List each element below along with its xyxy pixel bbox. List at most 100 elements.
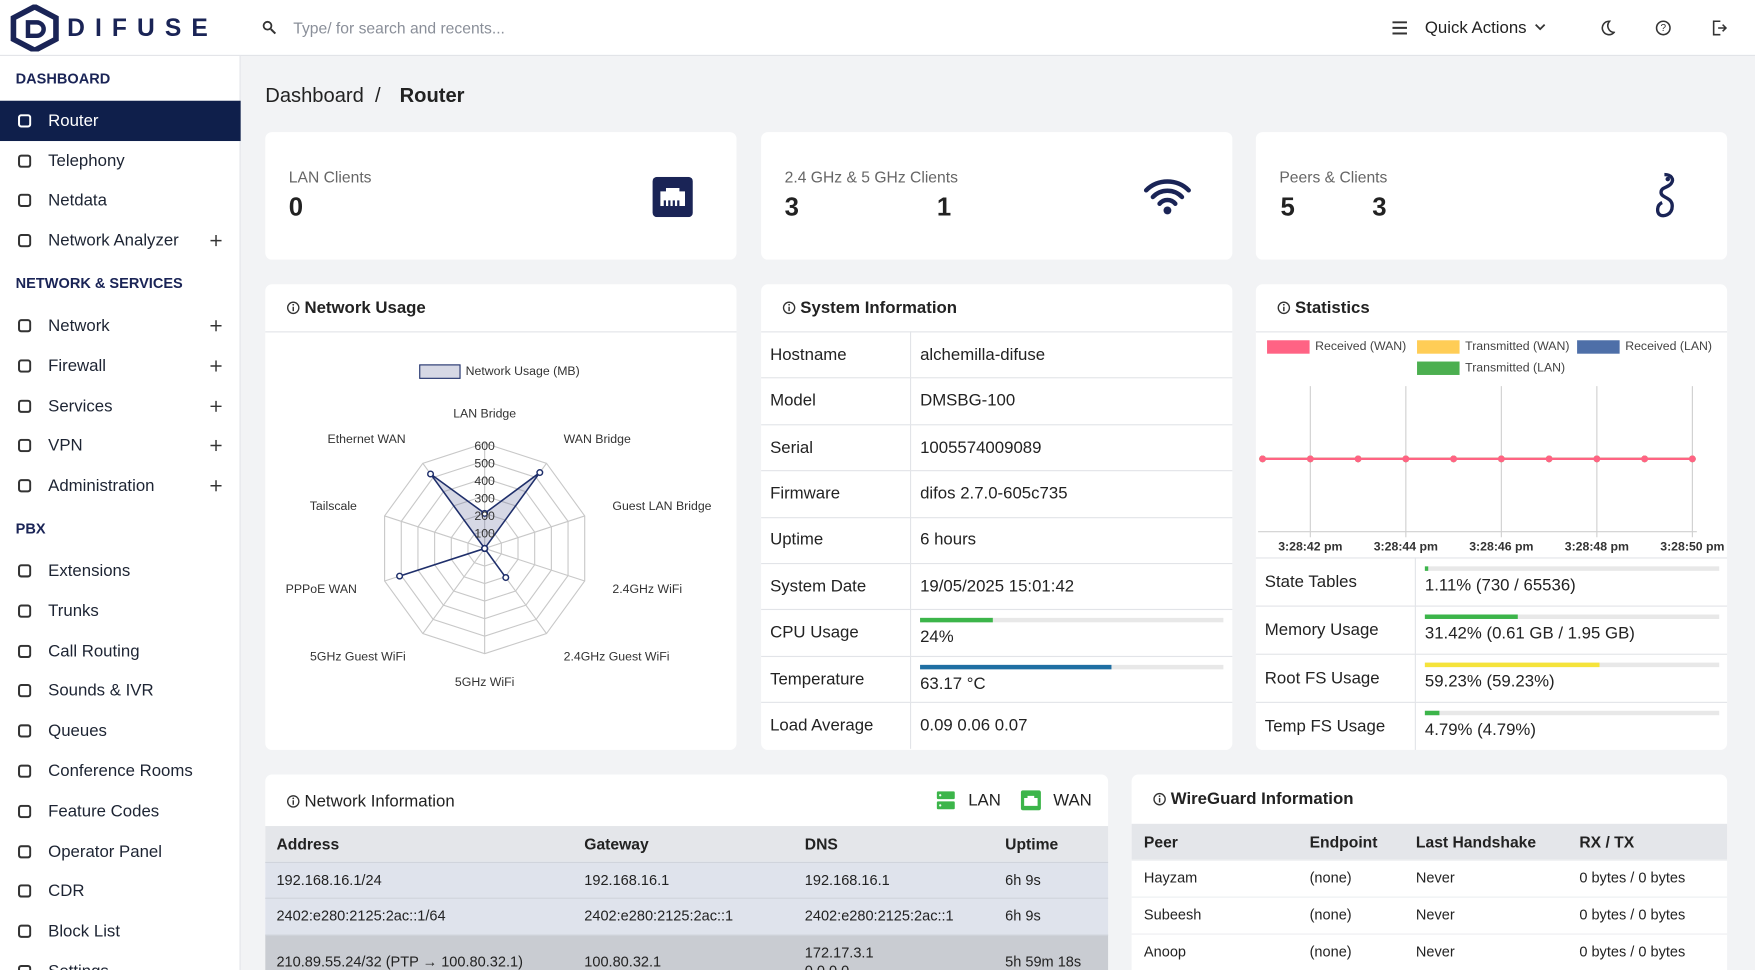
expand-icon[interactable] bbox=[210, 360, 222, 372]
panel bbox=[1131, 774, 1728, 970]
expand-icon[interactable] bbox=[210, 480, 222, 492]
quick-actions[interactable]: Quick Actions bbox=[1424, 18, 1527, 38]
stat-card bbox=[1255, 132, 1728, 260]
panel-divider bbox=[265, 331, 737, 333]
sidebar-item[interactable] bbox=[0, 591, 241, 631]
search-input[interactable]: Type/ for search and recents... bbox=[293, 19, 505, 37]
sidebar-item-label[interactable]: CDR bbox=[48, 881, 85, 901]
sidebar-item-label[interactable]: Call Routing bbox=[48, 641, 140, 661]
column-header: RX / TX bbox=[1579, 832, 1635, 851]
sidebar-item[interactable] bbox=[0, 181, 241, 221]
table-cell: 192.168.16.1 bbox=[804, 871, 890, 889]
table-cell: Anoop bbox=[1143, 943, 1187, 960]
panel-title: Statistics bbox=[1295, 298, 1370, 318]
axis-label: Tailscale bbox=[310, 499, 357, 513]
sidebar-item[interactable] bbox=[0, 306, 241, 346]
table-row-border bbox=[761, 423, 1233, 470]
sidebar-item[interactable] bbox=[0, 100, 241, 141]
series-point bbox=[1641, 455, 1648, 463]
table-col-border bbox=[909, 702, 912, 749]
sidebar-item-label[interactable]: Feature Codes bbox=[48, 801, 160, 821]
sidebar-item-label[interactable]: Network bbox=[48, 316, 110, 336]
sidebar-icon bbox=[18, 114, 32, 128]
legend-swatch bbox=[1577, 340, 1620, 354]
menu-icon[interactable] bbox=[1392, 21, 1408, 35]
series-point bbox=[1402, 455, 1410, 463]
sidebar-item[interactable] bbox=[0, 386, 241, 426]
table-row bbox=[265, 897, 1109, 935]
table-header bbox=[265, 826, 1109, 862]
sidebar-item-label[interactable]: Router bbox=[48, 111, 99, 131]
sidebar-item-label[interactable]: Administration bbox=[48, 476, 155, 496]
r-tick-label: 100 bbox=[474, 527, 495, 541]
sidebar-icon bbox=[18, 684, 32, 698]
sidebar-icon bbox=[18, 724, 32, 738]
expand-icon[interactable] bbox=[210, 235, 222, 247]
wan-legend-icon bbox=[1020, 790, 1041, 811]
sidebar-item-label[interactable]: Sounds & IVR bbox=[48, 681, 154, 701]
x-tick-label: 3:28:46 pm bbox=[1469, 540, 1533, 554]
column-header: Address bbox=[276, 834, 340, 853]
x-tick-label: 3:28:42 pm bbox=[1278, 540, 1342, 554]
sidebar-item-label[interactable]: Operator Panel bbox=[48, 841, 163, 861]
bar-track bbox=[1424, 566, 1720, 571]
expand-icon[interactable] bbox=[210, 440, 222, 452]
expand-icon[interactable] bbox=[210, 400, 222, 412]
table-cell: Never bbox=[1415, 906, 1455, 923]
card-value: 1 bbox=[936, 191, 952, 222]
axis-label: Ethernet WAN bbox=[328, 432, 406, 446]
sidebar-icon bbox=[18, 194, 32, 208]
theme-toggle[interactable] bbox=[1599, 20, 1616, 36]
sidebar-item[interactable] bbox=[0, 911, 241, 951]
panel-title: System Information bbox=[800, 298, 958, 318]
axis-label: 5GHz Guest WiFi bbox=[310, 649, 406, 663]
chevron[interactable] bbox=[1535, 23, 1546, 33]
sidebar-item[interactable] bbox=[0, 346, 241, 386]
sidebar-item-label[interactable]: Network Analyzer bbox=[48, 231, 179, 251]
x-tick-label: 3:28:44 pm bbox=[1374, 540, 1438, 554]
sidebar-item-label[interactable]: Settings bbox=[48, 963, 109, 970]
sidebar-item[interactable] bbox=[0, 426, 241, 466]
sidebar-item[interactable] bbox=[0, 711, 241, 751]
table-cell: Never bbox=[1415, 869, 1455, 886]
legend-label: Received (WAN) bbox=[1315, 339, 1406, 353]
table-cell: 6h 9s bbox=[1005, 907, 1041, 924]
logout-button[interactable] bbox=[1711, 20, 1728, 36]
sidebar-item-label[interactable]: Conference Rooms bbox=[48, 761, 193, 781]
usage-bar bbox=[1424, 710, 1439, 716]
card-value: 5 bbox=[1280, 191, 1295, 222]
panel bbox=[1255, 284, 1728, 750]
series-point bbox=[1689, 455, 1696, 463]
sidebar-item-label[interactable]: Extensions bbox=[48, 561, 131, 581]
sidebar-item-label[interactable]: Netdata bbox=[48, 191, 107, 211]
sidebar-icon bbox=[18, 764, 32, 778]
sidebar-item-label[interactable]: Services bbox=[48, 396, 113, 416]
column-header: DNS bbox=[804, 834, 838, 853]
legend-label: Network Usage (MB) bbox=[466, 364, 580, 378]
r-tick-label: 400 bbox=[474, 474, 495, 488]
series-point bbox=[1545, 455, 1553, 463]
usage-bar bbox=[920, 664, 1112, 670]
sidebar-item[interactable] bbox=[0, 951, 241, 970]
help-button[interactable]: ? bbox=[1655, 20, 1671, 36]
breadcrumb-parent[interactable]: Dashboard bbox=[265, 83, 364, 107]
expand-icon[interactable] bbox=[210, 320, 222, 332]
table-row-border bbox=[761, 516, 1233, 563]
sidebar-icon bbox=[18, 439, 32, 453]
sidebar-item-label[interactable]: VPN bbox=[48, 436, 83, 456]
sidebar-item-label[interactable]: Queues bbox=[48, 721, 107, 741]
sidebar-item-label[interactable]: Block List bbox=[48, 921, 120, 941]
table-cell: 5h 59m 18s bbox=[1005, 953, 1082, 970]
sidebar-item[interactable] bbox=[0, 871, 241, 911]
sidebar-item-label[interactable]: Telephony bbox=[48, 151, 125, 171]
table-cell: 2402:e280:2125:2ac::1 bbox=[804, 907, 954, 924]
sidebar-item-label[interactable]: Trunks bbox=[48, 601, 99, 621]
table-col-border bbox=[1414, 701, 1416, 750]
legend-label: Transmitted (LAN) bbox=[1465, 360, 1565, 374]
radar-point bbox=[481, 544, 489, 552]
sidebar-item-label[interactable]: Firewall bbox=[48, 356, 106, 376]
x-tick-label: 3:28:50 pm bbox=[1660, 540, 1724, 554]
info-icon bbox=[1277, 301, 1291, 315]
lan-icon bbox=[652, 176, 693, 218]
